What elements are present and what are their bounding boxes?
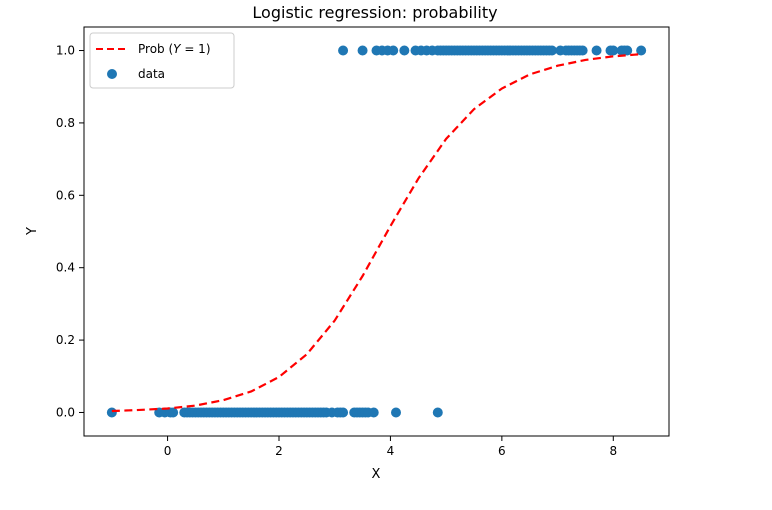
x-tick-label: 2 [275, 444, 283, 458]
x-axis-ticks: 0 2 4 6 8 [164, 436, 617, 458]
data-point [432, 407, 443, 418]
data-point [106, 407, 117, 418]
x-tick-label: 8 [609, 444, 617, 458]
data-point [547, 45, 557, 56]
legend-label-probability: Prob (Y = 1) [138, 42, 211, 56]
legend-marker-swatch [107, 69, 117, 79]
scatter-points [106, 45, 647, 418]
y-axis-label: Y [25, 227, 40, 236]
x-axis-label: X [372, 467, 381, 482]
data-point [388, 45, 399, 56]
data-point [391, 407, 401, 418]
data-point [399, 45, 410, 56]
y-tick-label: 0.8 [56, 116, 75, 130]
probability-curve [111, 53, 642, 413]
legend-box [89, 32, 235, 89]
plot-frame [83, 26, 670, 437]
y-tick-label: 0.6 [56, 188, 75, 202]
legend-label-data: data [138, 67, 165, 81]
data-point [577, 45, 588, 56]
y-tick-label: 1.0 [56, 44, 75, 58]
legend: Prob (Y = 1) data [89, 32, 235, 89]
data-point [608, 45, 619, 56]
data-point [338, 407, 349, 418]
data-point [338, 45, 349, 56]
y-tick-label: 0.2 [56, 333, 75, 347]
x-tick-label: 0 [164, 444, 172, 458]
y-tick-label: 0.0 [56, 405, 75, 419]
data-point [622, 45, 633, 56]
data-point [636, 45, 647, 56]
data-point [591, 45, 602, 56]
y-axis-ticks: 0.0 0.2 0.4 0.6 0.8 1.0 [56, 44, 84, 419]
data-point [357, 45, 368, 56]
probability-curve-line [111, 53, 642, 413]
chart-title: Logistic regression: probability [252, 3, 497, 22]
x-tick-label: 4 [387, 444, 395, 458]
y-tick-label: 0.4 [56, 261, 75, 275]
data-point [368, 407, 379, 418]
data-point [168, 407, 179, 418]
x-tick-label: 6 [498, 444, 506, 458]
